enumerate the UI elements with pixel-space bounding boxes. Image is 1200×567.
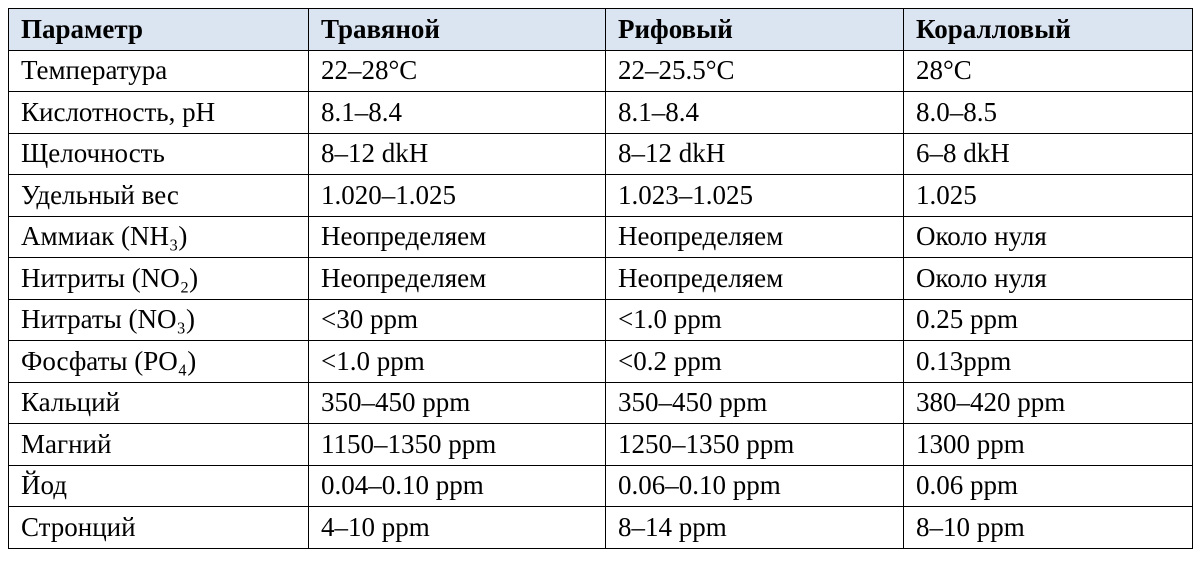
value-cell: 1.023–1.025 xyxy=(605,174,904,217)
value-cell: Около нуля xyxy=(903,215,1193,258)
parameter-cell: Йод xyxy=(8,464,309,507)
value-cell: 1.025 xyxy=(903,174,1193,217)
table-row: Аммиак (NH₃) Неопределяем Неопределяем Окол… xyxy=(8,215,1193,258)
value-cell: 28°C xyxy=(903,49,1193,92)
value-cell: 8.1–8.4 xyxy=(605,91,904,134)
value-cell: <0.2 ppm xyxy=(605,340,904,383)
value-cell: 8–12 dkH xyxy=(605,132,904,175)
parameter-cell: Аммиак (NH₃) xyxy=(8,215,309,258)
table-row: Нитриты (NO₂) Неопределяем Неопределяем Око… xyxy=(8,257,1193,300)
parameter-cell: Магний xyxy=(8,423,309,466)
value-cell: Неопределяем xyxy=(605,215,904,258)
header-cell: Коралловый xyxy=(903,8,1193,51)
value-cell: 0.06 ppm xyxy=(903,464,1193,507)
value-cell: 1300 ppm xyxy=(903,423,1193,466)
value-cell: <1.0 ppm xyxy=(308,340,606,383)
parameter-cell: Фосфаты (PO₄) xyxy=(8,340,309,383)
table-row: Магний 1150–1350 ppm 1250–1350 ppm 1300 ppm xyxy=(8,423,1193,466)
table-row: Температура 22–28°C 22–25.5°C 28°C xyxy=(8,49,1193,92)
parameter-cell: Кальций xyxy=(8,381,309,424)
value-cell: 6–8 dkH xyxy=(903,132,1193,175)
value-cell: 22–28°C xyxy=(308,49,606,92)
value-cell: 8–10 ppm xyxy=(903,506,1193,549)
value-cell: 0.06–0.10 ppm xyxy=(605,464,904,507)
parameter-cell: Стронций xyxy=(8,506,309,549)
value-cell: 8–12 dkH xyxy=(308,132,606,175)
table-row: Кальций 350–450 ppm 350–450 ppm 380–420 ppm xyxy=(8,381,1193,424)
parameter-cell: Удельный вес xyxy=(8,174,309,217)
header-row: Параметр Травяной Рифовый Коралловый xyxy=(8,8,1193,51)
value-cell: 380–420 ppm xyxy=(903,381,1193,424)
header-cell: Травяной xyxy=(308,8,606,51)
value-cell: Неопределяем xyxy=(308,215,606,258)
table-row: Нитраты (NO₃) <30 ppm <1.0 ppm 0.25 ppm xyxy=(8,298,1193,341)
table-row: Йод 0.04–0.10 ppm 0.06–0.10 ppm 0.06 ppm xyxy=(8,464,1193,507)
value-cell: 22–25.5°C xyxy=(605,49,904,92)
value-cell: 1.020–1.025 xyxy=(308,174,606,217)
water-parameters-table: Параметр Травяной Рифовый Коралловый Темпер… xyxy=(8,8,1193,549)
value-cell: 1250–1350 ppm xyxy=(605,423,904,466)
table-row: Щелочность 8–12 dkH 8–12 dkH 6–8 dkH xyxy=(8,132,1193,175)
value-cell: 8.1–8.4 xyxy=(308,91,606,134)
table-row: Удельный вес 1.020–1.025 1.023–1.025 1.025 xyxy=(8,174,1193,217)
value-cell: Неопределяем xyxy=(308,257,606,300)
value-cell: 8.0–8.5 xyxy=(903,91,1193,134)
value-cell: Неопределяем xyxy=(605,257,904,300)
table-body: Температура 22–28°C 22–25.5°C 28°C Кислотнос… xyxy=(8,49,1193,549)
table-row: Стронций 4–10 ppm 8–14 ppm 8–10 ppm xyxy=(8,506,1193,549)
value-cell: <1.0 ppm xyxy=(605,298,904,341)
value-cell: Около нуля xyxy=(903,257,1193,300)
parameter-cell: Щелочность xyxy=(8,132,309,175)
table-row: Кислотность, pH 8.1–8.4 8.1–8.4 8.0–8.5 xyxy=(8,91,1193,134)
value-cell: 8–14 ppm xyxy=(605,506,904,549)
value-cell: 1150–1350 ppm xyxy=(308,423,606,466)
value-cell: 0.04–0.10 ppm xyxy=(308,464,606,507)
value-cell: 350–450 ppm xyxy=(308,381,606,424)
value-cell: 4–10 ppm xyxy=(308,506,606,549)
table-row: Фосфаты (PO₄) <1.0 ppm <0.2 ppm 0.13ppm xyxy=(8,340,1193,383)
header-cell: Рифовый xyxy=(605,8,904,51)
parameter-cell: Нитраты (NO₃) xyxy=(8,298,309,341)
value-cell: 0.13ppm xyxy=(903,340,1193,383)
header-cell: Параметр xyxy=(8,8,309,51)
parameter-cell: Нитриты (NO₂) xyxy=(8,257,309,300)
value-cell: <30 ppm xyxy=(308,298,606,341)
value-cell: 0.25 ppm xyxy=(903,298,1193,341)
parameter-cell: Температура xyxy=(8,49,309,92)
value-cell: 350–450 ppm xyxy=(605,381,904,424)
parameter-cell: Кислотность, pH xyxy=(8,91,309,134)
